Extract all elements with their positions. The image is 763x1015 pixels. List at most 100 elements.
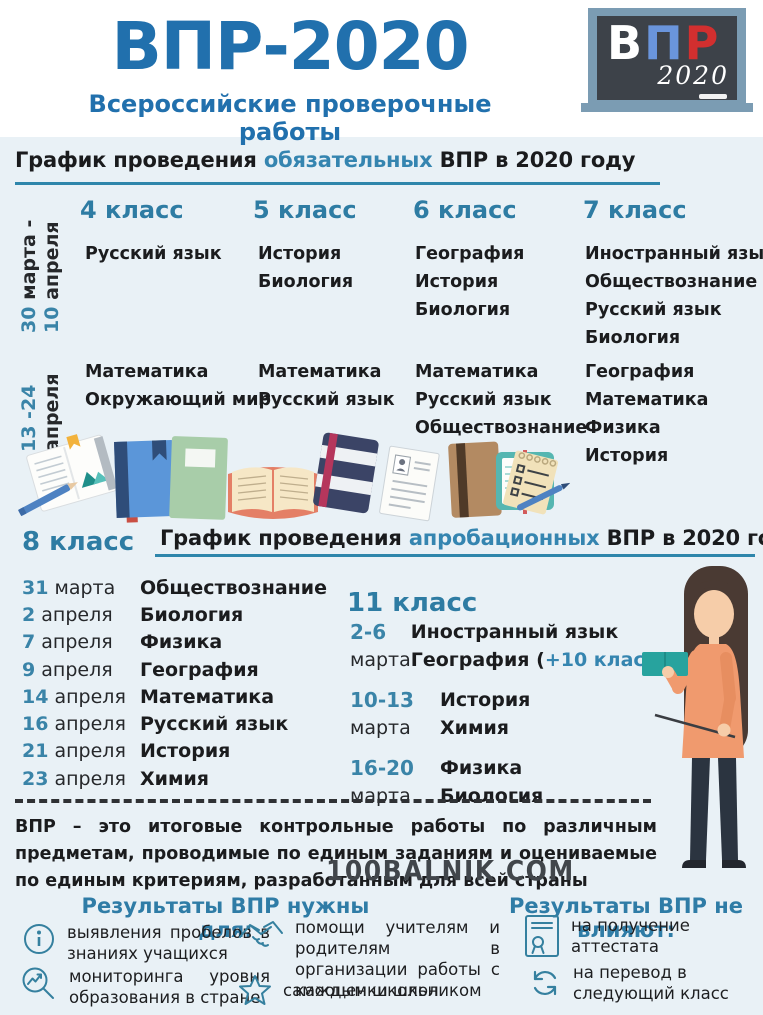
- subject: Биология: [585, 328, 681, 348]
- leg: [690, 758, 710, 860]
- page-title: ВПР-2020: [111, 8, 470, 85]
- schedule-cell: Русский язык: [85, 240, 245, 268]
- results-not-heading: Результаты ВПР не влияют:: [508, 894, 744, 942]
- schedule-cell: История Биология: [258, 240, 408, 296]
- no-effect-item: на получение аттестата: [524, 914, 760, 958]
- subject: Физика: [585, 418, 661, 438]
- subject: Иностранный язык: [410, 621, 619, 643]
- date-range: 2-6: [350, 620, 387, 644]
- subject-text: Биология: [440, 785, 544, 807]
- subject: Обществознание: [585, 272, 758, 292]
- subject: Математика: [258, 362, 382, 382]
- subject: Математика: [85, 362, 209, 382]
- subject: Окружающий мир: [85, 390, 271, 410]
- logo-year: 2020: [657, 61, 729, 90]
- logo-letter-v: В: [607, 16, 645, 70]
- benefit-item: выявления пробелов в знаниях учащихся: [22, 922, 270, 964]
- handshake-icon: [239, 921, 283, 947]
- subject: Обществознание: [140, 576, 327, 599]
- date-month: апреля: [35, 603, 113, 626]
- subject: География (+10 класс): [411, 646, 665, 674]
- section-heading-approbation: График проведения апробационных ВПР в 20…: [160, 526, 763, 550]
- subject: Русский язык: [140, 713, 289, 736]
- certificate-icon: [525, 915, 559, 957]
- heading-prefix: График проведения: [160, 526, 409, 550]
- page-subtitle: Всероссийские проверочные работы: [88, 90, 492, 146]
- date-text: апреля: [41, 221, 63, 307]
- date-number: 7: [22, 631, 36, 654]
- about-body: – это итоговые контрольные работы по раз…: [15, 817, 657, 891]
- schedule-cell: Математика Русский язык Обществознание: [415, 358, 588, 442]
- date-number: 10: [41, 306, 63, 333]
- no-effect-text: на перевод в следующий класс: [573, 963, 729, 1003]
- heading-suffix: ВПР в 2020 году: [606, 526, 763, 550]
- benefit-item: самооценки школ: [238, 974, 500, 1006]
- subject: Математика: [585, 390, 709, 410]
- subject: Обществознание: [415, 418, 588, 438]
- green-book: [169, 436, 228, 520]
- logo-letter-r: Р: [684, 16, 721, 70]
- subject: География: [140, 658, 259, 681]
- pen: [517, 482, 570, 511]
- schedule-row: 2 апреля Биология: [22, 601, 332, 628]
- date-number: 30: [18, 306, 40, 333]
- date-range-row1: 30 марта - 10 апреля: [18, 220, 64, 333]
- open-book: [228, 467, 318, 519]
- column-header-grade4: 4 класс: [80, 196, 184, 224]
- date-number: 23: [22, 767, 49, 790]
- subject-text: География (: [410, 649, 545, 671]
- date-month: марта: [350, 785, 411, 807]
- about-lead: ВПР: [15, 817, 56, 837]
- subject: Физика: [440, 757, 523, 779]
- subject: Химия: [140, 767, 210, 790]
- subject: История: [585, 446, 669, 466]
- schedule-row: 14 апреля Математика: [22, 683, 332, 710]
- schedule-cell: Математика Окружающий мир: [85, 358, 271, 414]
- blue-book: [114, 440, 177, 523]
- pencil: [18, 482, 78, 517]
- schedule-row: 9 апреля География: [22, 656, 332, 683]
- subject: География: [585, 362, 695, 382]
- schedule-group: 2-6 марта Иностранный язык География (+10 …: [350, 618, 665, 674]
- subject: Биология: [140, 603, 244, 626]
- dashed-divider: [15, 799, 651, 803]
- column-header-grade6: 6 класс: [413, 196, 517, 224]
- schedule-row: 23 апреля Химия: [22, 765, 332, 792]
- date-month: апреля: [35, 658, 113, 681]
- schedule-cell: Иностранный язык Обществознание Русский …: [585, 240, 763, 352]
- face: [694, 590, 734, 638]
- date-line: 30 марта -: [18, 220, 41, 333]
- schedule-cell: Математика Русский язык: [258, 358, 408, 414]
- subject: Русский язык: [585, 300, 722, 320]
- date-number: 31: [22, 576, 49, 599]
- schedule-row: 7 апреля Физика: [22, 629, 332, 656]
- subject: История: [258, 244, 342, 264]
- subject: Русский язык: [415, 390, 552, 410]
- subject-text: Химия: [440, 717, 510, 739]
- subject: Биология: [440, 782, 543, 810]
- date-number: 21: [22, 740, 49, 763]
- document-sheet: [379, 445, 440, 522]
- schedule-cell: География Математика Физика История: [585, 358, 763, 470]
- about-paragraph: ВПР – это итоговые контрольные работы по…: [15, 814, 657, 895]
- date-line: 10 апреля: [41, 220, 64, 333]
- subject: Иностранный язык: [585, 244, 763, 264]
- heading-suffix: ВПР в 2020 году: [432, 148, 636, 172]
- blackboard-ledge: [581, 103, 753, 112]
- column-header-grade7: 7 класс: [583, 196, 687, 224]
- benefit-item: мониторинга уровня образования в стране: [20, 966, 270, 1008]
- date-text: марта -: [18, 219, 40, 307]
- benefit-text: самооценки школ: [283, 980, 439, 1000]
- benefit-text: мониторинга уровня образования в стране: [69, 967, 270, 1007]
- schedule-group: 10-13 марта История Химия: [350, 686, 650, 742]
- date-range: 16-20: [350, 756, 414, 780]
- subject: История: [140, 740, 231, 763]
- subject: Математика: [415, 362, 539, 382]
- subject: Физика: [140, 631, 223, 654]
- subject: Математика: [140, 685, 275, 708]
- date-month: апреля: [48, 767, 126, 790]
- date-month: марта: [48, 576, 116, 599]
- grade11-title: 11 класс: [347, 588, 478, 618]
- date-month: апреля: [35, 631, 113, 654]
- schedule-row: 31 марта Обществознание: [22, 574, 332, 601]
